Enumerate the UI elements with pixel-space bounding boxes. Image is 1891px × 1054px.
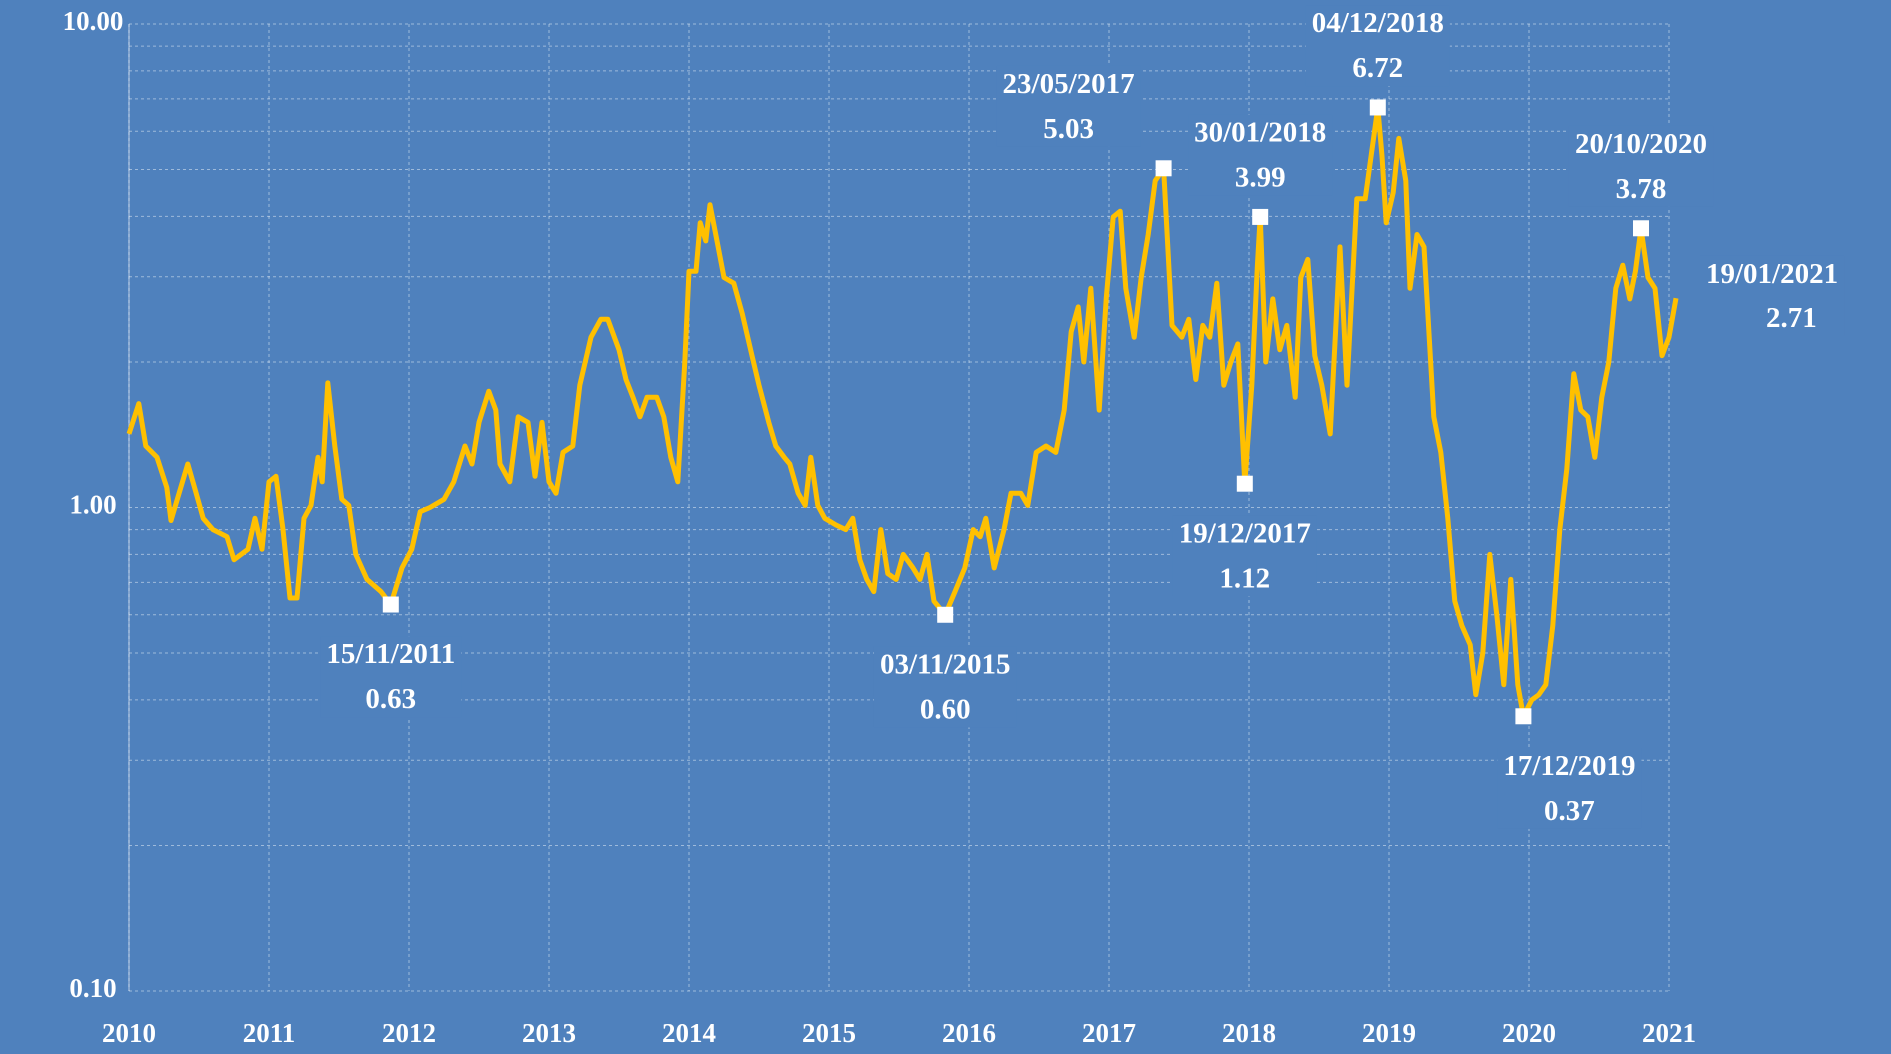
annotation-label: 17/12/2019 <box>1503 750 1635 782</box>
annotation-label: 30/01/2018 <box>1194 117 1326 149</box>
annotation: 15/11/2011 0.63 <box>320 636 462 718</box>
y-tick-label: 0.10 <box>69 973 116 1003</box>
annotation-value: 0.37 <box>1544 795 1595 827</box>
annotation: 30/01/2018 3.99 <box>1188 114 1333 196</box>
annotation-background <box>1188 114 1333 196</box>
annotation: 19/01/2021 2.71 <box>1700 255 1845 336</box>
annotation-background <box>873 646 1017 728</box>
x-tick-label: 2015 <box>802 1018 856 1048</box>
annotation-label: 20/10/2020 <box>1575 128 1707 160</box>
y-tick-label: 1.00 <box>69 490 116 520</box>
x-tick-label: 2021 <box>1642 1018 1696 1048</box>
x-tick-label: 2012 <box>382 1018 436 1048</box>
annotation-marker <box>937 606 954 623</box>
annotation-label: 15/11/2011 <box>326 638 455 670</box>
annotation-marker <box>1155 160 1172 177</box>
annotation: 03/11/2015 0.60 <box>873 646 1017 728</box>
annotation-label: 03/11/2015 <box>880 648 1011 680</box>
annotation-value: 2.71 <box>1766 302 1817 334</box>
annotation-marker <box>382 596 399 613</box>
annotation-label: 19/01/2021 <box>1706 258 1838 290</box>
x-tick-label: 2018 <box>1222 1018 1276 1048</box>
annotation-value: 3.99 <box>1235 162 1286 194</box>
x-tick-label: 2011 <box>243 1018 296 1048</box>
annotation-value: 1.12 <box>1219 562 1270 594</box>
annotation: 23/05/2017 5.03 <box>996 65 1141 147</box>
annotation-background <box>996 65 1141 147</box>
annotation-background <box>1497 747 1642 829</box>
x-tick-label: 2016 <box>942 1018 996 1048</box>
x-tick-label: 2014 <box>662 1018 716 1048</box>
x-tick-label: 2019 <box>1362 1018 1416 1048</box>
annotation-background <box>1305 5 1450 87</box>
annotation-value: 6.72 <box>1352 52 1403 84</box>
annotation-background <box>1172 515 1317 597</box>
annotation-label: 23/05/2017 <box>1003 68 1135 100</box>
y-tick-label: 10.00 <box>63 6 124 36</box>
x-tick-label: 2010 <box>102 1018 156 1048</box>
annotation-value: 0.63 <box>365 683 416 715</box>
annotation-marker <box>1236 475 1253 492</box>
annotation: 04/12/2018 6.72 <box>1305 5 1450 87</box>
annotation-marker <box>1369 99 1386 116</box>
annotation-value: 5.03 <box>1043 113 1094 145</box>
annotation-value: 3.78 <box>1616 173 1667 205</box>
x-tick-label: 2013 <box>522 1018 576 1048</box>
annotation: 17/12/2019 0.37 <box>1497 747 1642 829</box>
x-tick-label: 2017 <box>1082 1018 1136 1048</box>
annotation: 20/10/2020 3.78 <box>1568 125 1714 207</box>
annotation-label: 19/12/2017 <box>1179 517 1311 549</box>
annotation: 19/12/2017 1.12 <box>1172 515 1317 597</box>
annotation-background <box>320 636 462 718</box>
annotation-background <box>1700 255 1845 336</box>
annotation-marker <box>1633 220 1649 237</box>
annotation-background <box>1568 125 1714 207</box>
annotation-label: 04/12/2018 <box>1312 7 1444 39</box>
annotation-value: 0.60 <box>920 693 971 725</box>
annotation-marker <box>1252 208 1269 225</box>
annotation-marker <box>1515 708 1532 725</box>
x-tick-label: 2020 <box>1502 1018 1556 1048</box>
